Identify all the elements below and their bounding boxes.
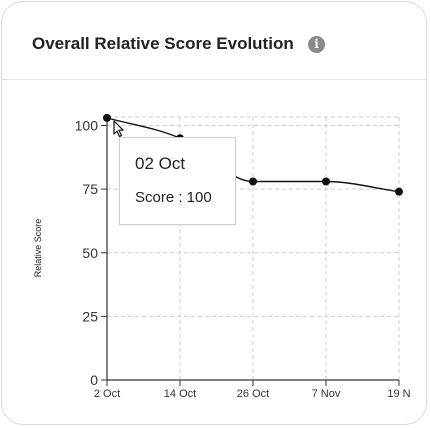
x-tick-label: 26 Oct: [237, 388, 269, 400]
y-tick-label: 75: [82, 181, 98, 197]
card-header: Overall Relative Score Evolution i: [2, 2, 426, 80]
info-icon[interactable]: i: [308, 36, 325, 53]
x-tick-label: 19 N: [387, 388, 410, 400]
mouse-pointer-icon: [113, 120, 124, 138]
data-point[interactable]: [249, 177, 257, 186]
data-point[interactable]: [395, 187, 403, 196]
chart-tooltip: 02 Oct Score : 100: [119, 137, 236, 225]
y-axis-ticks: 0 25 50 75 100: [75, 118, 107, 388]
data-point[interactable]: [103, 113, 111, 122]
x-tick-label: 14 Oct: [164, 388, 196, 400]
y-tick-label: 50: [82, 245, 98, 261]
x-tick-label: 7 Nov: [312, 388, 341, 400]
y-tick-label: 100: [75, 118, 99, 134]
card-title: Overall Relative Score Evolution: [32, 34, 294, 53]
y-tick-label: 25: [82, 308, 98, 324]
y-axis-label: Relative Score: [33, 219, 43, 278]
data-point[interactable]: [322, 177, 330, 186]
y-tick-label: 0: [90, 372, 98, 388]
x-axis-ticks: 2 Oct 14 Oct 26 Oct 7 Nov 19 N: [94, 380, 411, 400]
x-tick-label: 2 Oct: [94, 388, 120, 400]
tooltip-score: Score : 100: [135, 189, 212, 206]
data-points: [103, 113, 403, 196]
tooltip-date: 02 Oct: [135, 154, 186, 173]
